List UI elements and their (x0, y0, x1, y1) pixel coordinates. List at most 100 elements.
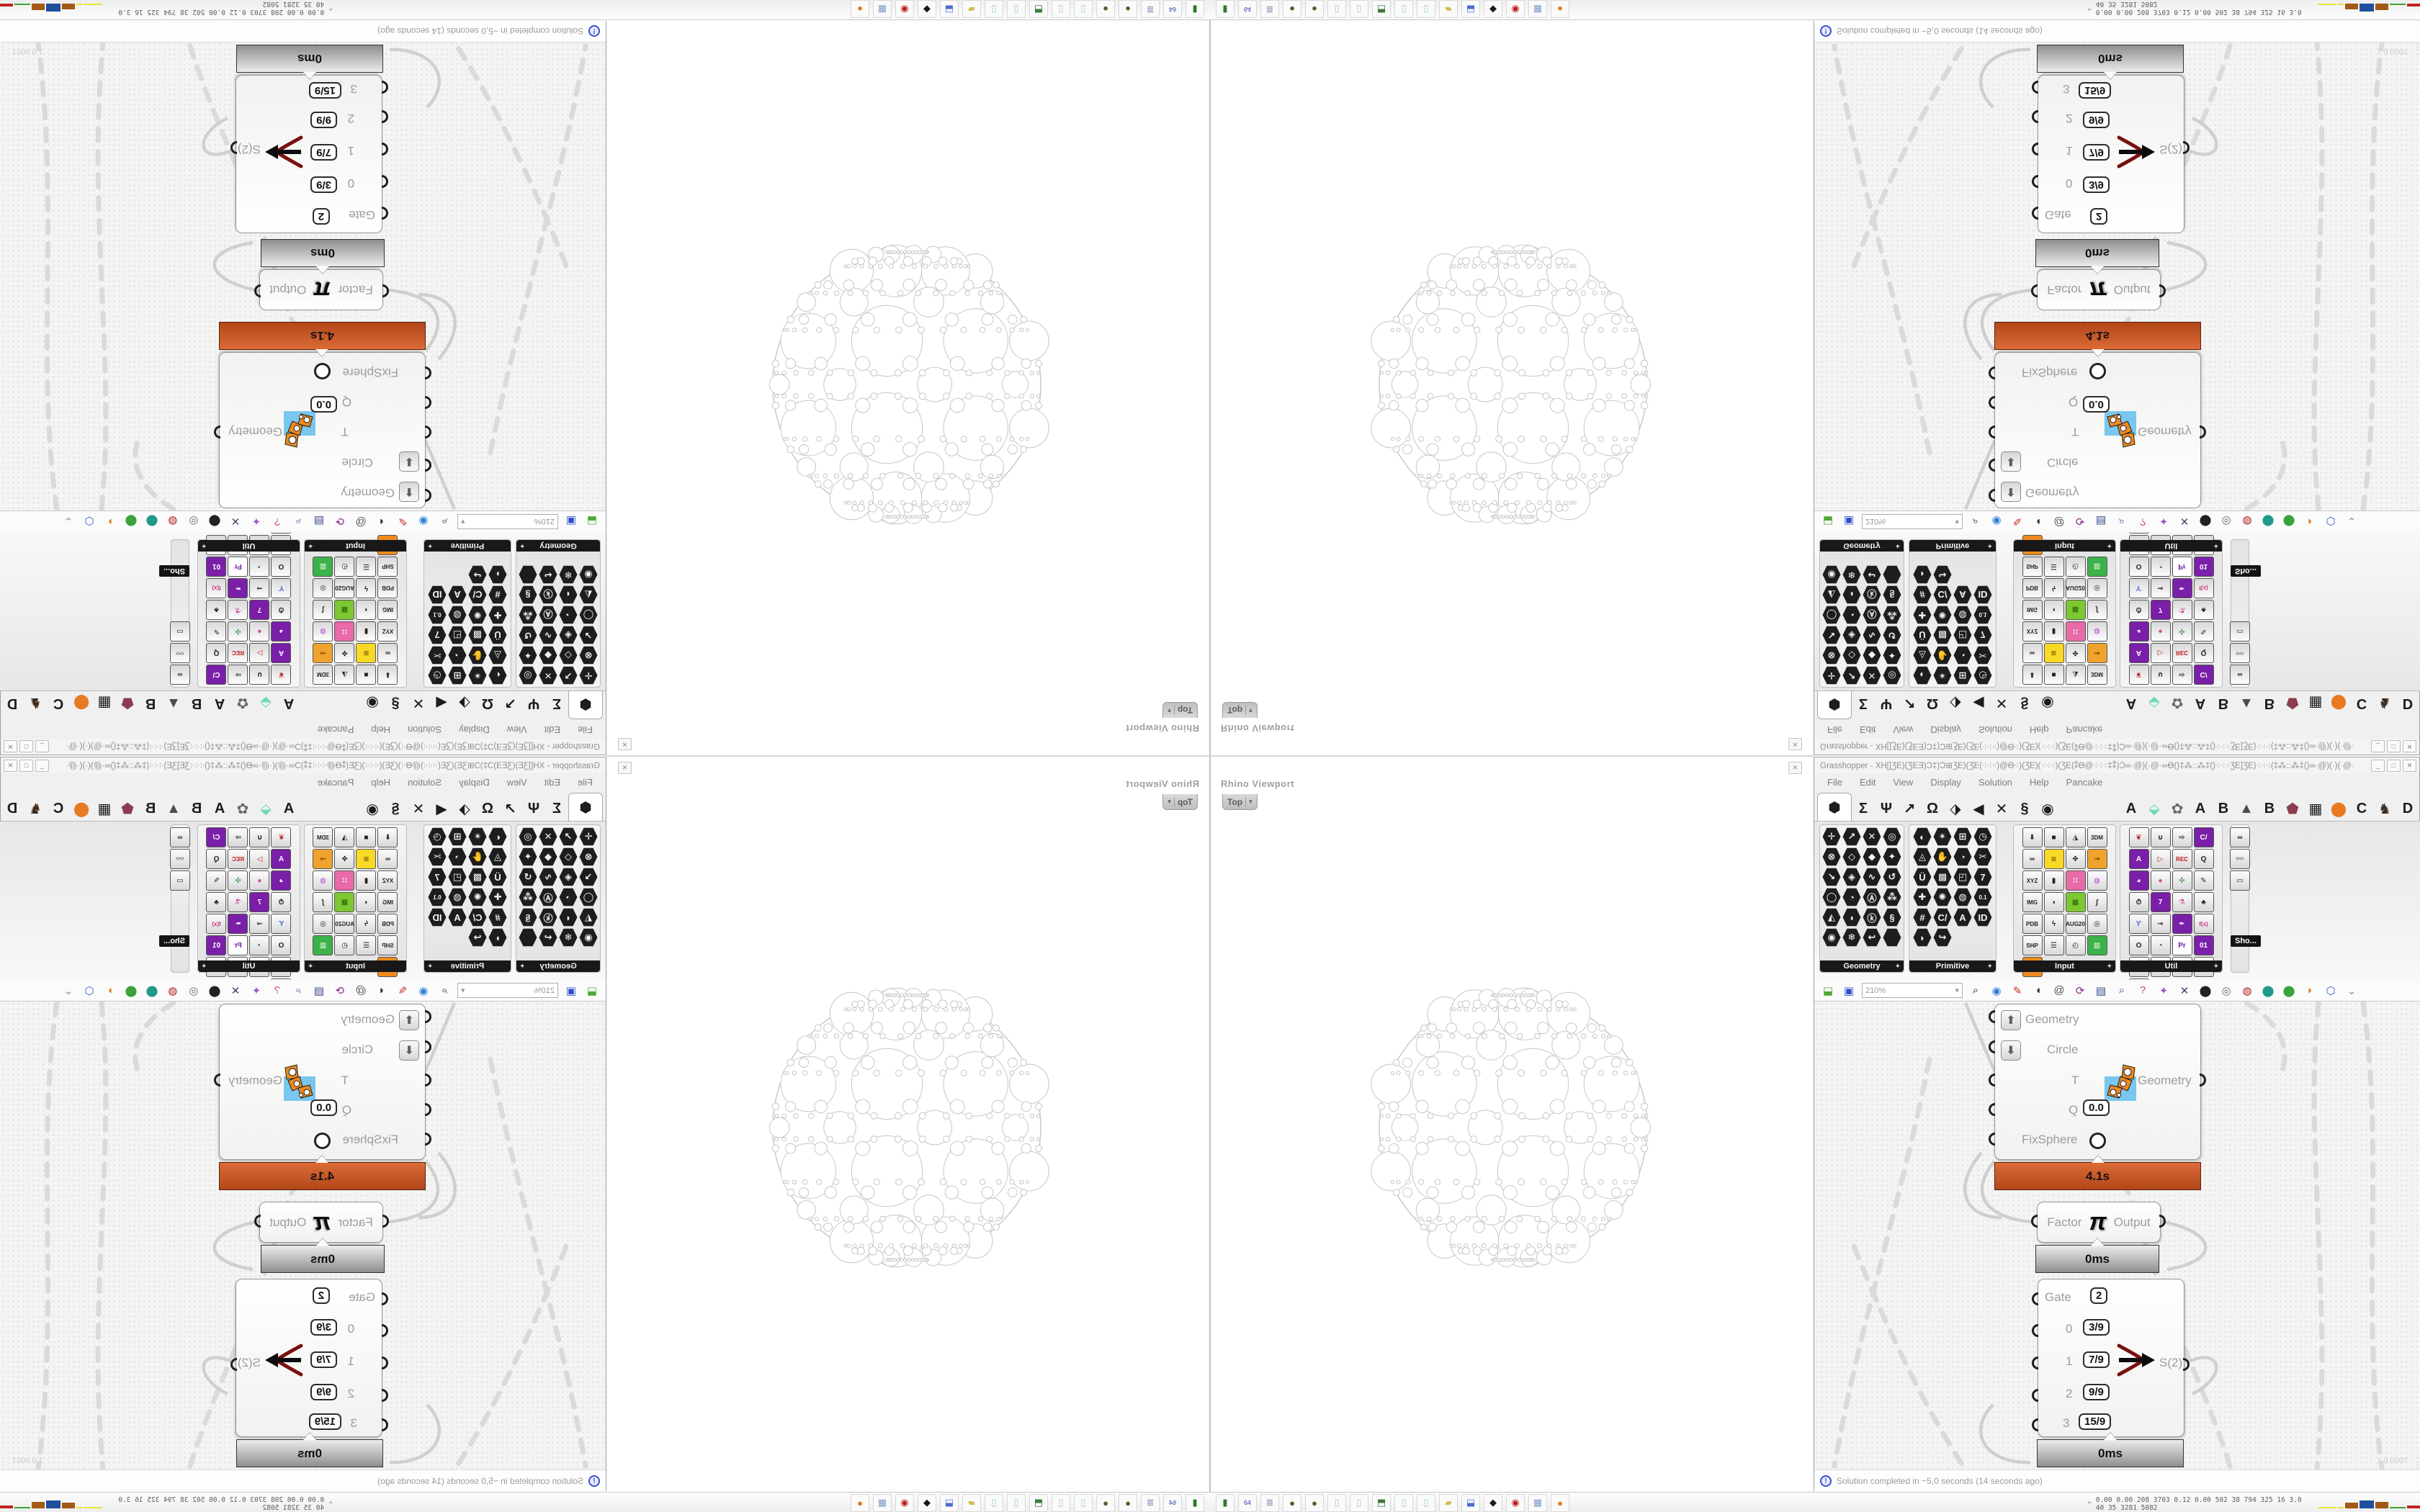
firefox-icon[interactable]: ● (1551, 1493, 1569, 1512)
bulb-icon[interactable]: ✦ (251, 515, 261, 528)
sketch-icon[interactable]: ◖ (378, 516, 385, 528)
palette-component-icon[interactable]: ◆ (539, 847, 557, 866)
palette-component-icon[interactable]: ◴ (2065, 935, 2086, 955)
palette-component-icon[interactable]: ∿ (539, 626, 557, 644)
ball-teal-icon[interactable]: ⬤ (145, 515, 158, 528)
palette-component-icon[interactable]: ⁂ (1883, 888, 1901, 906)
palette-component-icon[interactable]: ◔ (249, 935, 270, 955)
palette-component-icon[interactable]: ◎ (1883, 666, 1901, 685)
zoom-extents-icon[interactable]: ⌕ (1972, 984, 1979, 996)
palette-component-icon[interactable]: 3DM (313, 665, 333, 685)
component-tab-19[interactable]: ▦ (2308, 695, 2323, 711)
palette-component-icon[interactable]: § (1883, 585, 1901, 604)
palette-component-icon[interactable]: ◕ (271, 870, 292, 891)
ball-orange-icon[interactable]: ◗ (107, 516, 114, 528)
palette-group-label[interactable]: Geometry ✦ (1820, 960, 1904, 972)
palette-component-icon[interactable]: ≋ (356, 643, 377, 663)
notepad2-icon[interactable]: ▯ (1052, 1493, 1070, 1512)
palette-component-icon[interactable]: ■ (356, 665, 377, 685)
save-file-icon[interactable]: ▣ (1843, 515, 1855, 528)
palette-component-icon[interactable]: ◰ (1953, 626, 1972, 644)
component-tab-19[interactable]: ▦ (97, 695, 112, 711)
palette-component-icon[interactable]: 7 (2150, 892, 2171, 912)
palette-component-icon[interactable]: ⚗ (2172, 892, 2192, 912)
palette-component-icon[interactable]: ❄ (1842, 928, 1861, 947)
palette-component-icon[interactable]: ⇨ (2172, 665, 2192, 685)
component-tab-21[interactable]: C (53, 800, 64, 816)
component-tab-2[interactable]: Ψ (527, 696, 540, 712)
palette-component-icon[interactable]: ⊞ (1953, 666, 1972, 685)
palette-component-icon[interactable]: ↩ (539, 928, 557, 947)
palette-component-icon[interactable]: ✥ (334, 643, 355, 663)
menu-item-pancake[interactable]: Pancake (317, 776, 354, 788)
component-tab-17[interactable]: B (2264, 800, 2275, 816)
palette-component-icon[interactable]: # (1913, 908, 1932, 927)
palette-component-icon[interactable]: ⊞ (1953, 827, 1972, 846)
palette-expand-icon[interactable]: ✦ (201, 962, 207, 971)
camera-icon[interactable]: ⬤ (2199, 984, 2212, 997)
palette-component-icon[interactable]: ■ (2043, 827, 2064, 847)
remote-icon[interactable]: @ (355, 984, 367, 996)
palette-component-icon[interactable]: ✂ (1973, 646, 1992, 665)
palette-component-icon[interactable]: ⇨ (2172, 827, 2192, 847)
palette-component-icon[interactable]: ⚗ (228, 600, 248, 620)
palette-component-icon[interactable]: ✕ (1863, 827, 1881, 846)
notepad-icon[interactable]: ▯ (1074, 0, 1093, 19)
palette-component-icon[interactable]: ✎ (2193, 870, 2214, 891)
palette-component-icon[interactable]: ◯ (579, 606, 598, 624)
gate-input-grip[interactable] (2032, 1324, 2038, 1337)
palette-component-icon[interactable]: ⊸ (2150, 578, 2171, 598)
palette-component-icon[interactable]: 7 (428, 868, 447, 886)
palette-component-icon[interactable]: ✛ (1822, 827, 1841, 846)
component-tab-1[interactable]: Σ (552, 696, 562, 712)
component-tab-4[interactable]: Ω (481, 800, 494, 816)
palette-component-icon[interactable]: ∞ (2230, 665, 2250, 685)
ball-orange-icon[interactable]: ◗ (2306, 984, 2313, 996)
component-tab-1[interactable]: Σ (1858, 696, 1868, 712)
ball-orange-icon[interactable]: ◗ (107, 984, 114, 996)
palette-component-icon[interactable]: ◕ (2128, 870, 2149, 891)
palette-component-icon[interactable]: ∞ (377, 849, 398, 869)
q-value-box[interactable]: 0.0 (2083, 1099, 2110, 1116)
palette-component-icon[interactable]: ⓚ (1863, 585, 1881, 604)
palette-component-icon[interactable]: ◰ (448, 626, 467, 644)
palette-component-icon[interactable]: § (519, 585, 537, 604)
ball-blue-icon[interactable]: ⬡ (84, 984, 94, 997)
palette-component-icon[interactable]: ∫ (313, 600, 333, 620)
palette-component-icon[interactable]: ✎ (206, 870, 227, 891)
component-tab-2[interactable]: Ψ (1880, 696, 1893, 712)
palette-component-icon[interactable]: ▷ (249, 643, 270, 663)
menu-item-edit[interactable]: Edit (1859, 724, 1876, 736)
palette-component-icon[interactable]: ϟ (2043, 914, 2064, 934)
palette-component-icon[interactable]: ↺ (519, 626, 537, 644)
fixsphere-toggle[interactable] (2089, 1133, 2106, 1149)
palette-component-icon[interactable]: ☰ (2043, 935, 2064, 955)
open-file-icon[interactable]: ⬓ (1822, 515, 1834, 528)
palette-component-icon[interactable]: # (488, 908, 507, 927)
menu-item-edit[interactable]: Edit (544, 724, 561, 736)
palette-component-icon[interactable]: ◰ (1953, 868, 1972, 886)
close-button[interactable]: ✕ (2403, 760, 2416, 772)
sketch-icon[interactable]: ◖ (2035, 984, 2042, 996)
palette-component-icon[interactable]: C/ (2193, 665, 2214, 685)
camera-icon[interactable]: ⬤ (208, 515, 221, 528)
viewport-close-icon[interactable]: ✕ (618, 762, 632, 774)
gate-value-box[interactable]: 3/9 (2083, 176, 2110, 193)
save-file-icon[interactable]: ▣ (565, 515, 577, 528)
component-tab-23[interactable]: D (6, 696, 18, 712)
palette-expand-icon[interactable]: ✦ (427, 962, 434, 971)
component-tab-15[interactable]: B (191, 800, 202, 816)
folder-icon[interactable]: ▰ (962, 1493, 981, 1512)
palette-component-icon[interactable] (519, 928, 537, 947)
component-tab-20[interactable]: ⬤ (2330, 801, 2347, 817)
package-icon[interactable]: ? (2139, 516, 2146, 528)
palette-component-icon[interactable]: ⏱ (271, 600, 292, 620)
palette-component-icon[interactable]: ⏱ (271, 892, 292, 912)
component-tab-7[interactable]: ✕ (1995, 801, 2008, 817)
graft-button[interactable]: ⬇ (2001, 451, 2021, 472)
wire-pen-icon[interactable]: ✎ (398, 984, 408, 997)
palette-component-icon[interactable]: ❄ (559, 565, 578, 584)
red-badge-icon[interactable]: ◉ (1506, 1493, 1525, 1512)
penguin-icon[interactable]: ◆ (918, 0, 936, 19)
component-tab-4[interactable]: Ω (1926, 800, 1939, 816)
